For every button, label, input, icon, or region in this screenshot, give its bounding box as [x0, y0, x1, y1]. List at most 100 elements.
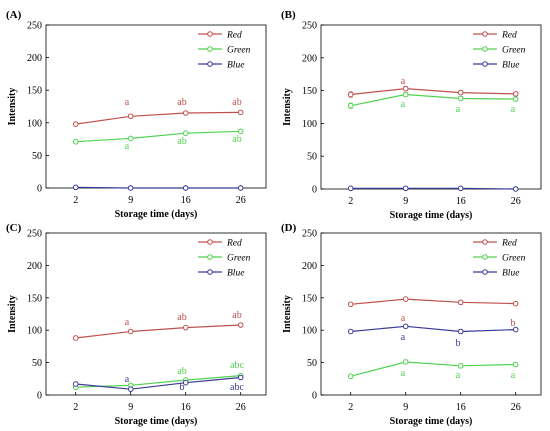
legend-marker [482, 31, 488, 37]
legend-label: Red [226, 31, 242, 41]
legend: Red Green Blue [473, 31, 526, 71]
legend-label: Green [502, 46, 526, 56]
series-line [75, 130, 241, 143]
data-point [237, 374, 244, 381]
x-axis-label: Storage time (days) [115, 416, 198, 427]
data-point [127, 386, 134, 392]
data-point [512, 300, 519, 307]
plot-frame [320, 24, 542, 190]
legend-item: Red [473, 31, 517, 41]
data-point [127, 113, 134, 120]
data-point [347, 185, 354, 192]
data-point [457, 95, 464, 102]
series-line [350, 87, 516, 96]
chart-panel: (D) 0 50 100 150 200 250 2 9 16 26 Storage time (da… [281, 222, 542, 427]
data-point [182, 324, 189, 331]
data-point [347, 328, 354, 335]
legend-marker [207, 254, 213, 260]
series-red: a [347, 76, 519, 98]
x-tick-label: 26 [236, 195, 246, 206]
y-tick-label: 100 [302, 119, 317, 130]
data-point [347, 301, 354, 308]
y-tick-label: 100 [302, 326, 317, 337]
data-point [182, 110, 189, 116]
significance-label: a [401, 99, 406, 110]
legend: Red Green Blue [198, 239, 251, 279]
series-line [350, 187, 516, 190]
chart-panel: (B) 0 50 100 150 200 250 2 9 16 26 Storage time (da… [281, 9, 542, 221]
significance-label: b [456, 338, 461, 349]
legend: Red Green Blue [473, 239, 526, 279]
data-point [402, 359, 409, 365]
y-tick-label: 0 [37, 184, 42, 195]
legend-label: Red [501, 31, 517, 41]
series-line [75, 376, 241, 390]
legend-marker [207, 46, 213, 52]
legend-marker [207, 31, 213, 37]
legend-item: Blue [198, 61, 244, 71]
data-point [402, 85, 409, 92]
legend-marker [482, 46, 488, 52]
significance-label: a [125, 374, 130, 385]
y-axis-label: Intensity [282, 295, 293, 333]
significance-label: ab [177, 366, 186, 377]
y-axis-label: Intensity [7, 295, 18, 333]
series-line [350, 298, 516, 305]
x-tick-label: 16 [181, 195, 191, 206]
series-line [75, 111, 241, 125]
legend-label: Green [227, 254, 251, 264]
data-point [237, 185, 244, 191]
y-tick-label: 150 [27, 86, 42, 97]
data-point [182, 379, 189, 386]
x-axis-label: Storage time (days) [390, 416, 473, 427]
data-point [72, 121, 79, 127]
significance-label: b [511, 318, 516, 329]
y-tick-label: 0 [312, 391, 317, 402]
data-point [72, 138, 79, 145]
data-point [457, 89, 464, 96]
data-point [457, 328, 464, 335]
y-tick-label: 250 [302, 21, 317, 32]
data-point [237, 109, 244, 116]
x-tick-label: 16 [456, 402, 466, 413]
data-point [402, 185, 409, 192]
significance-label: a [456, 370, 461, 381]
legend-label: Red [501, 239, 517, 249]
legend-marker [482, 239, 488, 245]
data-point [402, 91, 409, 98]
x-tick-label: 16 [181, 402, 191, 413]
series-line [350, 93, 516, 107]
series-red: a ab ab [72, 97, 244, 127]
data-point [457, 363, 464, 369]
legend-label: Blue [502, 269, 519, 279]
y-tick-label: 50 [32, 151, 42, 162]
y-tick-label: 200 [27, 261, 42, 272]
significance-label: b [180, 382, 185, 393]
legend-item: Red [198, 31, 242, 41]
x-axis-label: Storage time (days) [390, 210, 473, 221]
significance-label: a [511, 370, 516, 381]
x-tick-label: 9 [128, 402, 133, 413]
significance-label: ab [177, 97, 186, 108]
x-tick-label: 2 [348, 196, 353, 207]
series-red: a ab ab [72, 310, 244, 341]
legend-label: Green [227, 46, 251, 56]
x-tick-label: 2 [73, 402, 78, 413]
data-point [347, 91, 354, 98]
significance-label: ab [232, 134, 241, 145]
significance-label: a [401, 332, 406, 343]
series-line [75, 324, 241, 339]
data-point [402, 296, 409, 302]
legend-marker [207, 269, 213, 275]
legend: Red Green Blue [198, 31, 251, 71]
y-tick-label: 50 [32, 358, 42, 369]
legend-label: Blue [227, 61, 244, 71]
data-point [72, 335, 79, 341]
data-point [512, 186, 519, 192]
chart-panel: (A) 0 50 100 150 200 250 2 9 16 26 Storage time (da… [6, 9, 267, 220]
data-point [72, 184, 79, 191]
data-point [72, 381, 79, 387]
